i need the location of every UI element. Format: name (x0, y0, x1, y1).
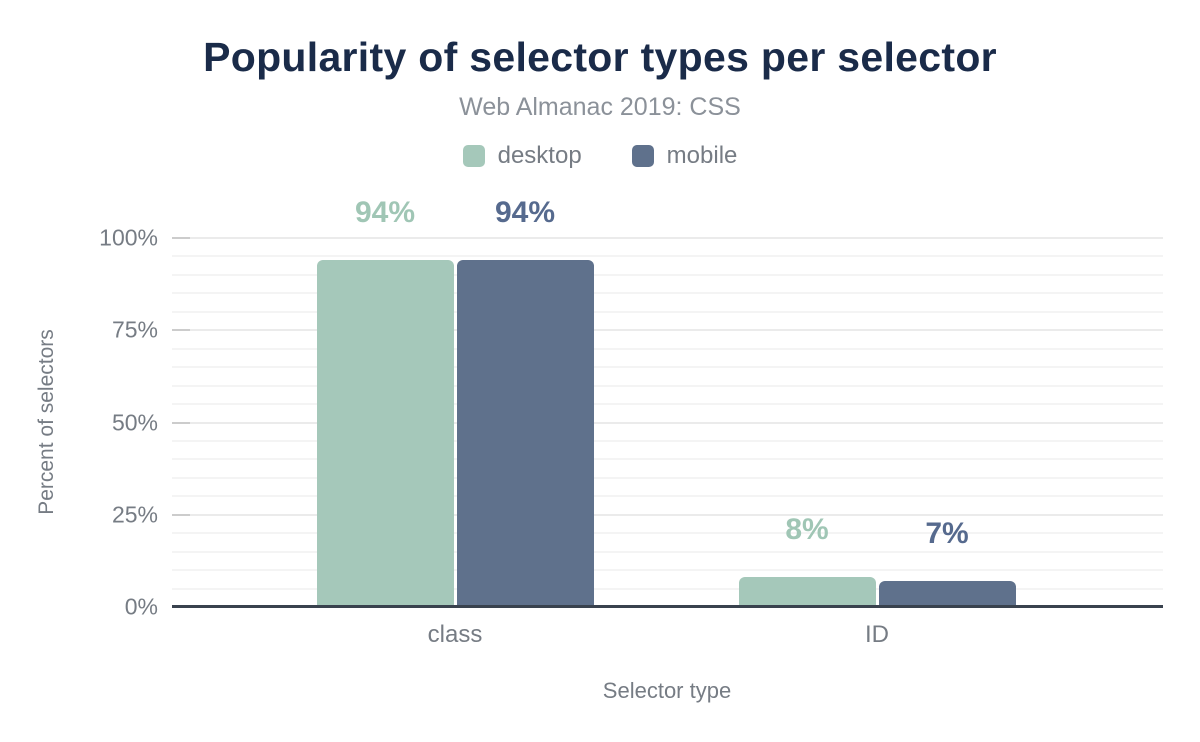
bar-mobile-class[interactable] (456, 260, 594, 607)
gridline-minor (172, 476, 1163, 479)
y-tick-mark (172, 513, 190, 516)
x-axis-line (172, 605, 1163, 608)
chart-subtitle: Web Almanac 2019: CSS (459, 93, 741, 121)
y-tick-mark (172, 237, 190, 239)
x-category-label-class: class (427, 621, 483, 648)
legend-label-mobile: mobile (666, 142, 738, 169)
y-tick-mark (172, 421, 190, 424)
bar-value-label-desktop-class: 94% (354, 196, 416, 230)
x-category-label-ID: ID (865, 621, 889, 648)
bar-value-label-desktop-ID: 8% (785, 513, 829, 547)
y-tick-label: 100% (99, 224, 158, 251)
legend: desktop mobile (0, 142, 1200, 170)
bar-desktop-class[interactable] (316, 260, 454, 607)
gridline-major (172, 513, 1163, 516)
gridline-minor (172, 569, 1163, 572)
y-tick-label: 50% (111, 409, 158, 435)
y-tick-label: 75% (111, 316, 158, 343)
legend-label-desktop: desktop (497, 142, 582, 169)
y-tick-mark (172, 329, 190, 332)
gridline-major (172, 329, 1163, 332)
gridline-minor (172, 292, 1163, 295)
bar-desktop-ID[interactable] (738, 577, 876, 607)
legend-swatch-mobile-icon (631, 145, 654, 167)
bar-value-label-mobile-ID: 7% (925, 517, 969, 551)
gridline-minor (172, 439, 1163, 442)
chart-title: Popularity of selector types per selecto… (203, 34, 997, 80)
plot-area: 0% 25% 50% 75% 100% 94% 94% class 8% 7% ID (99, 196, 1163, 648)
gridline-minor (172, 587, 1163, 590)
legend-item-mobile[interactable]: mobile (631, 142, 738, 170)
gridline-major (172, 237, 1163, 239)
gridline-minor (172, 255, 1163, 258)
gridline-minor (172, 273, 1163, 276)
gridline-major (172, 421, 1163, 424)
y-tick-label: 25% (111, 501, 158, 528)
gridline-minor (172, 347, 1163, 350)
gridline-minor (172, 366, 1163, 369)
gridline-minor (172, 532, 1163, 535)
gridline-minor (172, 550, 1163, 553)
gridline-minor (172, 310, 1163, 313)
gridline-minor (172, 384, 1163, 387)
y-tick-label: 0% (124, 593, 158, 620)
gridline-minor (172, 495, 1163, 498)
bar-value-label-mobile-class: 94% (494, 196, 556, 230)
legend-swatch-desktop-icon (462, 145, 485, 167)
x-axis-title: Selector type (602, 678, 732, 703)
gridline-minor (172, 403, 1163, 406)
legend-item-desktop[interactable]: desktop (462, 142, 582, 170)
bar-mobile-ID[interactable] (878, 581, 1016, 607)
gridline-minor (172, 458, 1163, 461)
y-axis-title: Percent of selectors (35, 329, 58, 515)
